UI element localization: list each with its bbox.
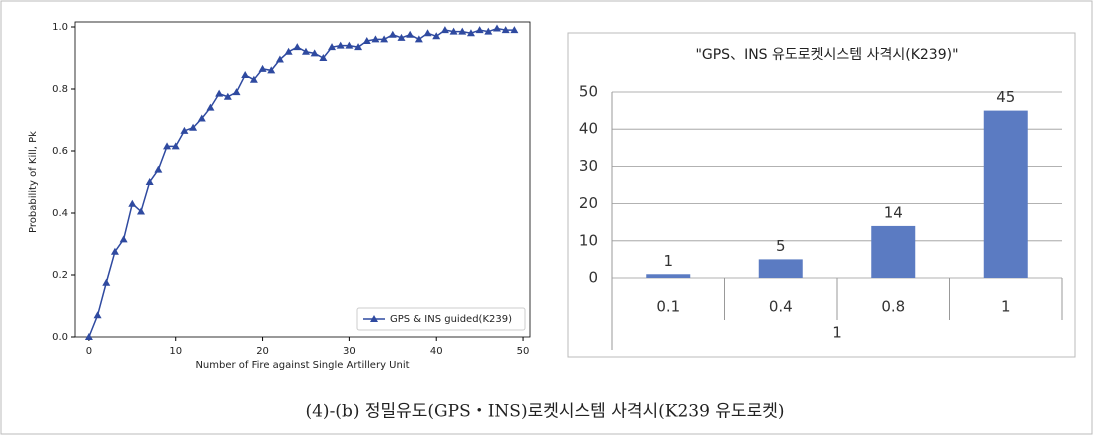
- marker: [449, 27, 458, 35]
- marker: [267, 66, 276, 74]
- marker: [466, 29, 475, 37]
- marker: [206, 103, 215, 111]
- marker: [215, 89, 224, 97]
- marker: [180, 126, 189, 134]
- marker: [241, 71, 250, 79]
- marker: [310, 49, 319, 57]
- marker: [136, 207, 145, 215]
- marker: [493, 24, 502, 32]
- marker: [93, 311, 102, 319]
- marker: [275, 55, 284, 63]
- axes-frame: [74, 21, 531, 338]
- data-label: 1: [663, 252, 673, 270]
- bar: [983, 110, 1028, 278]
- y-tick-label: 0.8: [52, 84, 68, 95]
- line: [88, 27, 515, 338]
- marker: [354, 43, 363, 51]
- x-tick-label: 30: [343, 346, 356, 357]
- marker: [301, 47, 310, 55]
- chart-frame: [567, 32, 1076, 358]
- marker: [484, 27, 493, 35]
- marker: [501, 26, 510, 34]
- marker: [258, 64, 267, 72]
- y-tick-label: 20: [579, 194, 598, 212]
- y-tick-label: 50: [579, 83, 598, 101]
- legend-label: GPS & INS guided(K239): [390, 314, 512, 325]
- y-tick-label: 40: [579, 120, 598, 138]
- marker: [249, 75, 258, 83]
- y-axis-label: Probability of Kill, Pk: [28, 131, 39, 233]
- marker: [336, 41, 345, 49]
- x-tick-label: 1: [1001, 298, 1011, 316]
- data-label: 45: [996, 88, 1015, 106]
- bar: [646, 274, 691, 278]
- marker: [371, 35, 380, 43]
- marker: [432, 32, 441, 40]
- marker: [414, 35, 423, 43]
- bar: [871, 225, 916, 278]
- y-tick-label: 0.4: [52, 208, 68, 219]
- marker: [197, 114, 206, 122]
- y-tick-label: 1.0: [52, 22, 68, 33]
- bar: [758, 259, 803, 278]
- marker: [388, 30, 397, 38]
- marker: [171, 142, 180, 150]
- marker: [293, 43, 302, 51]
- marker: [345, 41, 354, 49]
- marker: [110, 247, 119, 255]
- y-tick-label: 10: [579, 231, 598, 249]
- marker: [362, 36, 371, 44]
- y-tick-label: 0: [588, 269, 598, 287]
- marker: [406, 30, 415, 38]
- marker: [232, 88, 241, 96]
- x-tick-label: 40: [430, 346, 443, 357]
- marker: [145, 178, 154, 185]
- x-tick-label: 0.8: [881, 298, 905, 316]
- marker: [119, 235, 128, 243]
- chart-title: "GPS、INS 유도로켓시스템 사격시(K239)": [695, 47, 958, 63]
- marker: [284, 47, 293, 55]
- group-label: 1: [832, 324, 842, 342]
- x-tick-label: 0.4: [769, 298, 793, 316]
- marker: [440, 26, 449, 34]
- marker: [84, 333, 93, 340]
- x-tick-label: 20: [256, 346, 269, 357]
- y-tick-label: 0.0: [52, 332, 68, 343]
- marker: [102, 278, 111, 286]
- legend-marker: [370, 315, 378, 322]
- y-tick-label: 0.2: [52, 270, 68, 281]
- marker: [458, 27, 467, 35]
- data-label: 5: [776, 237, 786, 255]
- marker: [328, 43, 337, 51]
- caption: (4)-(b) 정밀유도(GPS・INS)로켓시스템 사격시(K239 유도로켓…: [305, 402, 784, 422]
- x-tick-label: 50: [517, 346, 530, 357]
- x-tick-label: 0: [86, 346, 92, 357]
- y-tick-label: 0.6: [52, 146, 68, 157]
- x-tick-label: 10: [169, 346, 182, 357]
- x-tick-label: 0.1: [656, 298, 680, 316]
- marker: [189, 123, 198, 131]
- x-axis-label: Number of Fire against Single Artillery …: [195, 360, 409, 371]
- marker: [154, 165, 163, 173]
- marker: [380, 35, 389, 43]
- marker: [223, 92, 232, 100]
- data-label: 14: [884, 203, 903, 221]
- marker: [423, 29, 432, 37]
- marker: [397, 33, 406, 41]
- marker: [475, 26, 484, 34]
- legend-box: [356, 307, 526, 331]
- marker: [319, 54, 328, 61]
- y-tick-label: 30: [579, 157, 598, 175]
- marker: [510, 26, 519, 34]
- marker: [163, 142, 172, 150]
- marker: [128, 199, 137, 207]
